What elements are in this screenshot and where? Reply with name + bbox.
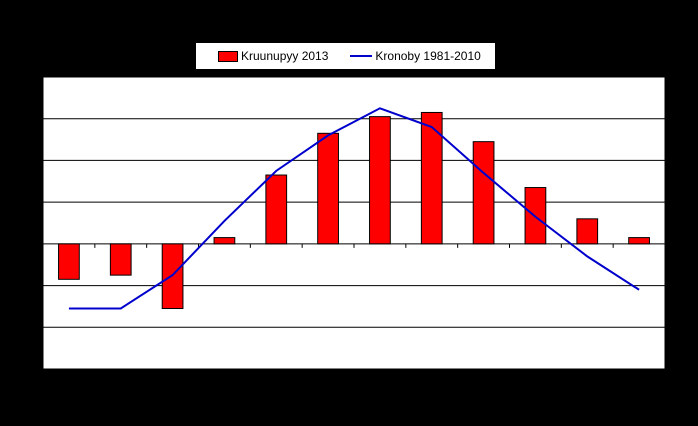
bar	[472, 141, 495, 245]
bar	[213, 237, 236, 245]
legend-bar-swatch	[218, 50, 238, 62]
bar	[58, 243, 80, 280]
bar	[265, 174, 288, 245]
bar	[109, 243, 132, 276]
legend-line-swatch	[350, 55, 373, 57]
series-line	[68, 107, 640, 310]
bar	[369, 116, 391, 245]
plot-area	[42, 76, 666, 370]
legend-line-label: Kronoby 1981-2010	[375, 49, 481, 63]
bar	[628, 237, 650, 245]
legend-item-bar: Kruunupyy 2013	[196, 49, 328, 63]
legend-item-line: Kronoby 1981-2010	[328, 49, 481, 63]
bar	[576, 218, 599, 245]
legend-bar-label: Kruunupyy 2013	[241, 49, 329, 63]
bar	[317, 132, 339, 245]
bar	[420, 111, 443, 245]
legend: Kruunupyy 2013 Kronoby 1981-2010	[195, 42, 496, 70]
